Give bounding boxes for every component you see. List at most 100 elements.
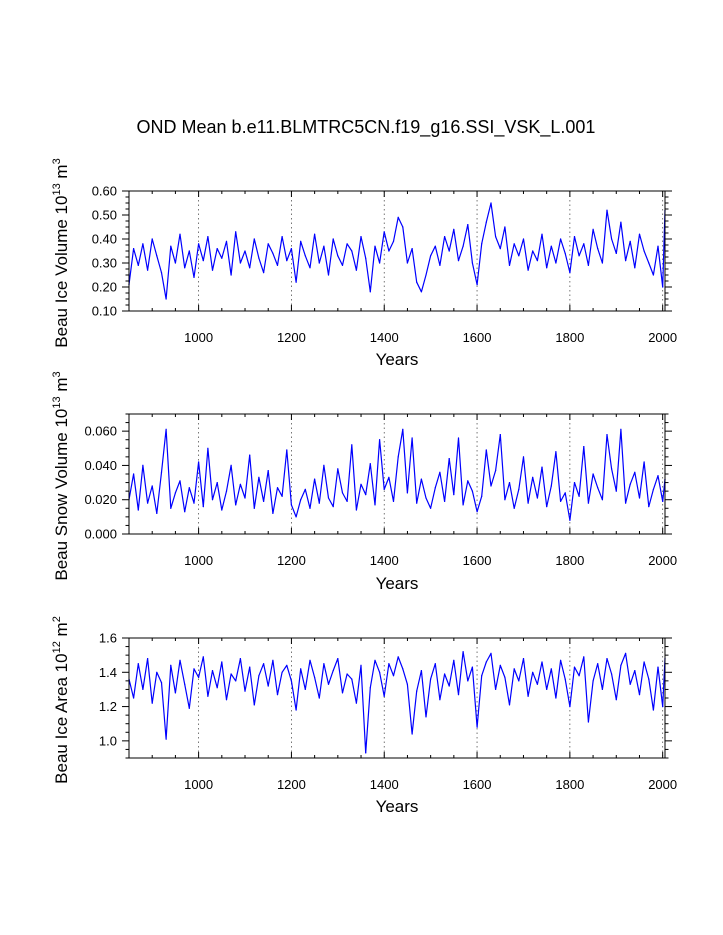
data-point bbox=[444, 500, 446, 502]
data-point bbox=[267, 243, 269, 245]
data-point bbox=[351, 250, 353, 252]
data-point bbox=[337, 658, 339, 660]
data-point bbox=[476, 726, 478, 728]
data-point bbox=[611, 238, 613, 240]
data-point bbox=[133, 248, 135, 250]
data-point bbox=[420, 291, 422, 293]
data-point bbox=[499, 434, 501, 436]
data-point bbox=[290, 504, 292, 506]
x-tick-label: 1600 bbox=[463, 777, 492, 792]
y-tick-label: 0.50 bbox=[92, 208, 117, 223]
data-point bbox=[634, 267, 636, 269]
data-point bbox=[504, 226, 506, 228]
data-point bbox=[365, 257, 367, 259]
data-point bbox=[499, 664, 501, 667]
x-axis-title: Years bbox=[376, 574, 419, 593]
data-point bbox=[536, 260, 539, 262]
data-point bbox=[170, 245, 172, 247]
data-point bbox=[314, 233, 316, 235]
data-point bbox=[550, 245, 552, 247]
data-point bbox=[332, 506, 334, 508]
data-point bbox=[522, 456, 525, 458]
data-point bbox=[327, 274, 330, 276]
data-point bbox=[643, 661, 645, 663]
series-line bbox=[128, 428, 666, 521]
y-axis-title-part: Beau Snow Volume 10 bbox=[52, 409, 71, 581]
data-point bbox=[253, 238, 255, 240]
data-point bbox=[337, 255, 339, 257]
data-point bbox=[406, 492, 408, 494]
data-point bbox=[462, 651, 464, 653]
data-point bbox=[160, 471, 163, 473]
x-tick-label: 1600 bbox=[463, 330, 492, 345]
data-point bbox=[286, 260, 288, 262]
data-point bbox=[587, 264, 590, 266]
x-tick-label: 1800 bbox=[555, 330, 584, 345]
data-point bbox=[439, 699, 441, 701]
data-point bbox=[369, 463, 371, 465]
data-point bbox=[625, 260, 627, 262]
data-point bbox=[402, 668, 404, 670]
data-point bbox=[253, 507, 255, 509]
y-tick-label: 1.6 bbox=[99, 631, 117, 646]
data-point bbox=[508, 264, 511, 266]
data-point bbox=[420, 478, 422, 480]
y-tick-label: 0.10 bbox=[92, 304, 117, 319]
y-tick-label: 0.060 bbox=[84, 424, 117, 439]
data-point bbox=[304, 255, 306, 257]
data-point bbox=[290, 248, 292, 250]
data-point bbox=[620, 221, 622, 223]
data-point bbox=[471, 666, 473, 668]
data-point bbox=[467, 480, 469, 482]
data-point bbox=[508, 704, 511, 706]
data-point bbox=[263, 500, 265, 502]
data-point bbox=[485, 661, 487, 663]
data-point bbox=[601, 688, 604, 691]
data-point bbox=[652, 709, 655, 711]
data-point bbox=[397, 216, 399, 218]
data-point bbox=[156, 671, 158, 673]
data-point bbox=[578, 495, 580, 497]
data-point bbox=[239, 262, 241, 264]
data-point bbox=[188, 487, 190, 489]
data-point bbox=[202, 260, 204, 262]
data-point bbox=[592, 228, 594, 230]
data-point bbox=[541, 661, 543, 663]
data-point bbox=[355, 509, 357, 511]
data-point bbox=[546, 688, 548, 691]
data-point bbox=[397, 656, 399, 658]
data-point bbox=[244, 250, 246, 252]
data-point bbox=[249, 267, 251, 269]
data-point bbox=[174, 492, 176, 494]
data-point bbox=[137, 264, 139, 266]
data-point bbox=[383, 695, 385, 697]
data-point bbox=[643, 461, 645, 463]
data-point bbox=[374, 659, 376, 661]
data-point bbox=[411, 248, 413, 250]
data-point bbox=[430, 507, 432, 509]
data-point bbox=[165, 428, 167, 430]
data-point bbox=[137, 663, 139, 665]
data-point bbox=[147, 269, 149, 271]
data-point bbox=[453, 228, 455, 230]
x-tick-label: 1400 bbox=[370, 777, 399, 792]
data-point bbox=[202, 656, 204, 658]
data-point bbox=[499, 248, 501, 250]
y-tick-label: 0.000 bbox=[84, 527, 117, 542]
data-point bbox=[244, 497, 246, 499]
data-point bbox=[184, 511, 186, 513]
data-point bbox=[462, 504, 464, 506]
data-point bbox=[156, 255, 158, 257]
data-point bbox=[392, 500, 395, 502]
data-point bbox=[221, 661, 223, 663]
data-point bbox=[462, 245, 464, 247]
data-point bbox=[133, 473, 135, 475]
data-point bbox=[606, 434, 608, 436]
data-point bbox=[225, 490, 228, 492]
data-point bbox=[365, 494, 367, 496]
data-point bbox=[263, 272, 265, 274]
data-point bbox=[147, 658, 149, 660]
data-point bbox=[346, 673, 348, 675]
x-tick-label: 2000 bbox=[648, 777, 677, 792]
data-point bbox=[235, 680, 237, 682]
